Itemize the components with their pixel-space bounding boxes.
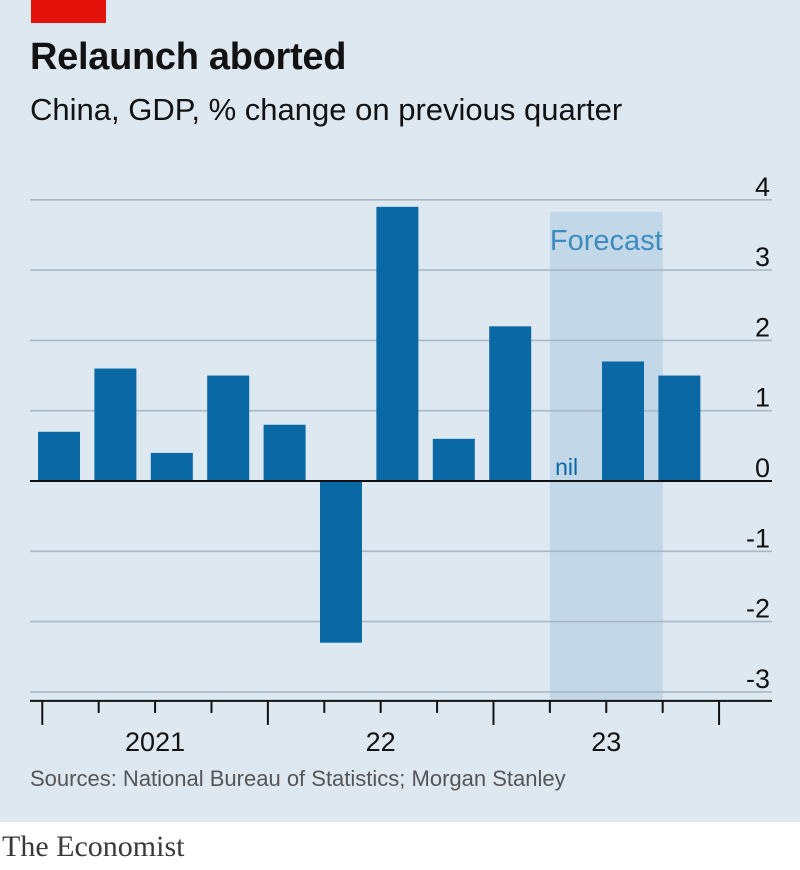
- bar: [94, 368, 137, 481]
- brand-red-bar: [31, 0, 106, 23]
- bar: [602, 361, 644, 481]
- y-tick-label: -3: [746, 664, 770, 694]
- chart-title: Relaunch aborted: [30, 36, 347, 78]
- bar-chart: Forecast nil 4 3 2 1 0 -1 -2 -3 2021 22 23: [30, 172, 772, 757]
- bar: [432, 438, 475, 481]
- x-year-label: 23: [591, 727, 621, 757]
- bar: [38, 431, 80, 481]
- y-tick-label: -1: [746, 523, 770, 553]
- economist-logo-text: The Economist: [2, 830, 185, 863]
- nil-label: nil: [555, 454, 578, 480]
- y-tick-label: 0: [755, 453, 770, 483]
- y-tick-label: 3: [755, 242, 770, 272]
- bar: [263, 424, 306, 481]
- y-tick-label: -2: [746, 594, 770, 624]
- y-tick-label: 2: [755, 312, 770, 342]
- bar: [320, 481, 362, 643]
- bar: [376, 206, 419, 481]
- x-year-label: 2021: [125, 727, 185, 757]
- chart-subtitle: China, GDP, % change on previous quarter: [30, 92, 623, 127]
- bar: [150, 452, 193, 481]
- x-year-label: 22: [366, 727, 396, 757]
- bar: [207, 375, 250, 481]
- y-tick-label: 4: [755, 172, 770, 202]
- bar: [658, 375, 701, 481]
- y-tick-label: 1: [755, 383, 770, 413]
- bar: [489, 326, 532, 481]
- source-note: Sources: National Bureau of Statistics; …: [30, 766, 566, 791]
- forecast-label: Forecast: [550, 225, 663, 257]
